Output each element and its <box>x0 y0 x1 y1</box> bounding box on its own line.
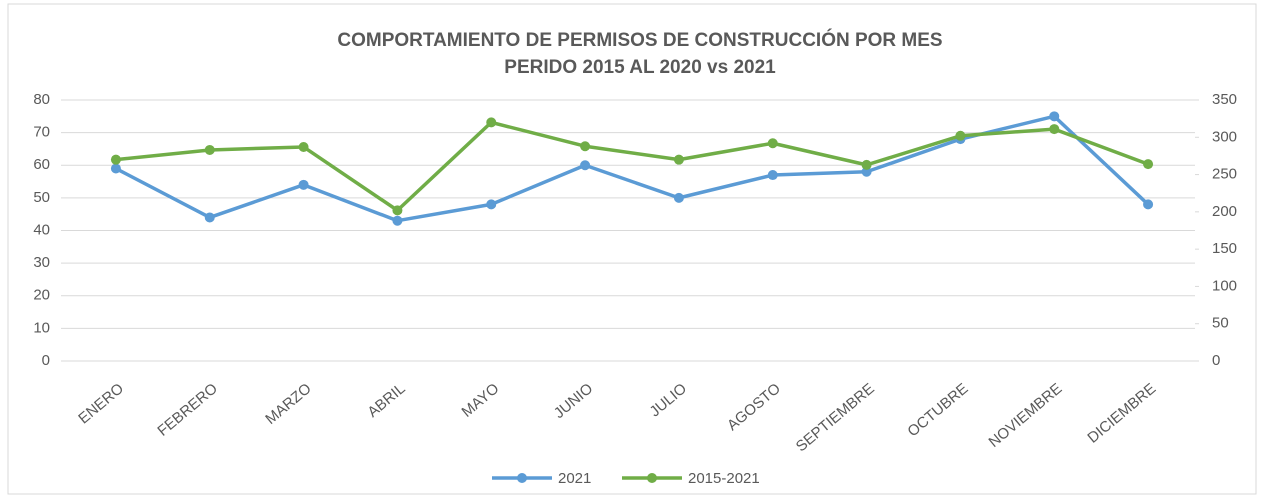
y-tick-label: 70 <box>33 124 50 141</box>
y2-tick-label: 100 <box>1212 277 1237 294</box>
y2-tick-label: 150 <box>1212 240 1237 257</box>
point <box>392 205 403 216</box>
legend-marker <box>647 473 657 483</box>
legend-label: 2015-2021 <box>688 470 760 487</box>
point <box>955 130 966 141</box>
point <box>861 166 872 177</box>
chart-border <box>7 3 1257 495</box>
y2-tick-label: 50 <box>1212 315 1229 332</box>
point <box>486 199 497 210</box>
point <box>580 160 591 171</box>
y2-tick-label: 300 <box>1212 128 1237 145</box>
y-tick-label: 40 <box>33 221 50 238</box>
y-tick-label: 60 <box>33 156 50 173</box>
point <box>486 117 497 128</box>
point <box>204 144 215 155</box>
y2-tick-label: 200 <box>1212 203 1237 220</box>
y-tick-label: 10 <box>33 319 50 336</box>
point <box>580 141 591 152</box>
point <box>673 154 684 165</box>
point <box>298 141 309 152</box>
y-tick-label: 20 <box>33 287 50 304</box>
chart-title: COMPORTAMIENTO DE PERMISOS DE CONSTRUCCI… <box>337 29 942 51</box>
point <box>1049 111 1060 122</box>
y-tick-label: 80 <box>33 91 50 108</box>
point <box>1143 199 1154 210</box>
point <box>204 212 215 223</box>
legend-label: 2021 <box>558 470 591 487</box>
y2-tick-label: 350 <box>1212 91 1237 108</box>
point <box>392 215 403 226</box>
point <box>1049 124 1060 135</box>
point <box>861 159 872 170</box>
point <box>1143 159 1154 170</box>
point <box>110 163 121 174</box>
point <box>673 192 684 203</box>
y-tick-label: 30 <box>33 254 50 271</box>
legend-marker <box>517 473 527 483</box>
point <box>767 170 778 181</box>
y2-tick-label: 0 <box>1212 352 1220 369</box>
chart-subtitle: PERIDO 2015 AL 2020 vs 2021 <box>504 57 776 78</box>
series-line <box>115 120 1149 213</box>
point <box>110 154 121 165</box>
y2-tick-label: 250 <box>1212 166 1237 183</box>
y-tick-label: 0 <box>42 352 50 369</box>
point <box>298 179 309 190</box>
point <box>767 138 778 149</box>
y-tick-label: 50 <box>33 189 50 206</box>
